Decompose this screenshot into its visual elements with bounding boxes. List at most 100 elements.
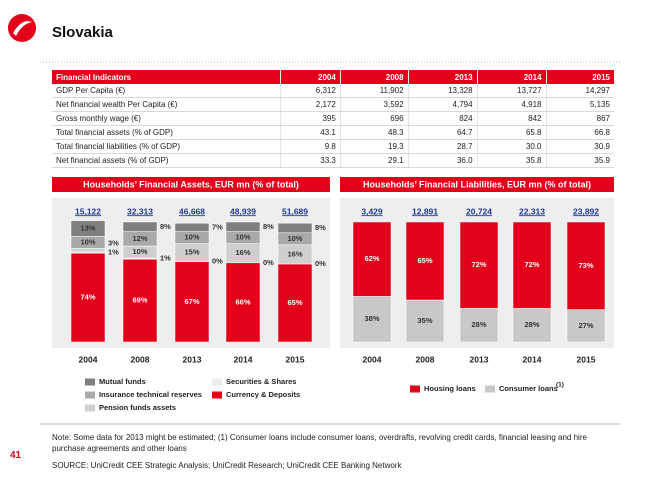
table-cell: 5,135 <box>545 97 614 112</box>
table-cell: 30.0 <box>476 139 547 154</box>
table-cell: 30.9 <box>545 139 614 154</box>
chart-title: Households’ Financial Assets, EUR mn (% … <box>83 179 299 189</box>
legend-swatch <box>85 378 95 386</box>
table-cell: GDP Per Capita (€) <box>52 84 281 98</box>
table-cell: 33.3 <box>280 153 341 168</box>
bar-segment <box>225 262 261 343</box>
table-cell: 4,918 <box>476 97 547 112</box>
table-cell: 395 <box>280 111 341 126</box>
total-label: 23,892 <box>573 206 599 216</box>
total-label: 48,939 <box>230 206 256 216</box>
bar-segment <box>459 308 499 343</box>
table-cell: 43.1 <box>280 125 341 140</box>
table-cell: 48.3 <box>339 125 409 140</box>
column-header: 2008 <box>339 70 409 84</box>
table-cell: 13,727 <box>476 84 547 98</box>
bar-segment <box>70 220 106 237</box>
segment-label: 69% <box>132 296 147 305</box>
bar-segment <box>566 309 606 343</box>
table-cell: 35.9 <box>545 153 614 168</box>
chart-header <box>52 177 330 192</box>
legend-note: (1) <box>556 382 564 389</box>
column-header: 2013 <box>407 70 478 84</box>
segment-label: 16% <box>235 248 250 257</box>
legend-swatch <box>212 378 222 386</box>
table-cell: 29.1 <box>339 153 409 168</box>
table-row: GDP Per Capita (€) 6,312 11,902 13,328 13,72… <box>52 84 614 98</box>
total-label: 46,668 <box>179 206 205 216</box>
note: Note: Some data for 2013 might be estima… <box>52 433 587 453</box>
x-tick-label: 2013 <box>183 354 202 364</box>
x-tick-label: 2008 <box>131 354 150 364</box>
total-label: 15,122 <box>75 206 101 216</box>
segment-label: 10% <box>184 233 199 242</box>
table-row: Total financial liabilities (% of GDP) 9.… <box>52 139 614 154</box>
segment-label: 28% <box>471 320 486 329</box>
table-row: Net financial assets (% of GDP) 33.3 29.1 3… <box>52 153 614 168</box>
segment-label: 7% <box>212 222 223 231</box>
page-title: Slovakia <box>52 24 113 41</box>
x-tick-label: 2004 <box>79 354 98 364</box>
segment-label: 10% <box>80 237 95 246</box>
segment-label: 66% <box>235 297 250 306</box>
table-cell: Net financial assets (% of GDP) <box>52 153 281 168</box>
bar-segment <box>512 221 552 309</box>
segment-label: 12% <box>132 234 147 243</box>
indicators-table: Financial Indicators 2004 2008 2013 2014 2015… <box>52 70 614 168</box>
segment-label: 74% <box>80 293 95 302</box>
legend-swatch <box>212 391 222 399</box>
legend-label: Pension funds assets <box>99 403 176 412</box>
segment-label: 73% <box>578 261 593 270</box>
table-cell: 6,312 <box>280 84 341 98</box>
total-label: 12,891 <box>412 206 438 216</box>
x-tick-label: 2013 <box>470 354 489 364</box>
segment-label: 0% <box>212 257 223 266</box>
table-cell: Gross monthly wage (€) <box>52 111 281 126</box>
legend-label: Currency & Deposits <box>226 390 300 399</box>
total-label: 20,724 <box>466 206 492 216</box>
x-tick-label: 2008 <box>416 354 435 364</box>
segment-label: 0% <box>263 258 274 267</box>
total-label: 51,689 <box>282 206 308 216</box>
legend-label: Insurance technical reserves <box>99 390 202 399</box>
segment-label: 67% <box>184 297 199 306</box>
legend-label: Securities & Shares <box>226 377 296 386</box>
table-cell: 66.8 <box>545 125 614 140</box>
bar-segment <box>122 221 158 232</box>
column-header: 2015 <box>545 70 614 84</box>
segment-label: 15% <box>184 248 199 257</box>
segment-label: 16% <box>287 249 302 258</box>
column-header: 2014 <box>476 70 547 84</box>
bar-segment <box>566 221 606 310</box>
column-header: 2004 <box>280 70 341 84</box>
legend-swatch <box>410 385 420 393</box>
legend-swatch <box>85 391 95 399</box>
legend-swatch <box>85 404 95 412</box>
segment-label: 62% <box>364 254 379 263</box>
segment-label: 10% <box>287 234 302 243</box>
total-label: 3,429 <box>361 206 383 216</box>
header-row: Financial Indicators 2004 2008 2013 2014 2015 <box>52 70 614 84</box>
x-tick-label: 2014 <box>234 354 253 364</box>
bar-segment <box>512 308 552 343</box>
table-cell: 14,297 <box>545 84 614 98</box>
table-cell: 842 <box>476 111 547 126</box>
table-row: Total financial assets (% of GDP) 43.1 48.… <box>52 125 614 140</box>
table-cell: 36.0 <box>407 153 478 168</box>
segment-label: 65% <box>417 256 432 265</box>
table-cell: 11,902 <box>339 84 409 98</box>
bar-segment <box>70 248 106 253</box>
legend-label: Mutual funds <box>99 377 146 386</box>
bar-segment <box>225 221 261 232</box>
segment-label: 65% <box>287 298 302 307</box>
bar-segment <box>122 258 158 343</box>
segment-label: 10% <box>235 233 250 242</box>
logo-swoosh <box>13 21 32 36</box>
total-label: 22,313 <box>519 206 545 216</box>
segment-label: 27% <box>578 321 593 330</box>
table-cell: 9.8 <box>280 139 341 154</box>
table-cell: Total financial assets (% of GDP) <box>52 125 281 140</box>
bar-segment <box>352 221 392 297</box>
x-tick-label: 2015 <box>286 354 305 364</box>
